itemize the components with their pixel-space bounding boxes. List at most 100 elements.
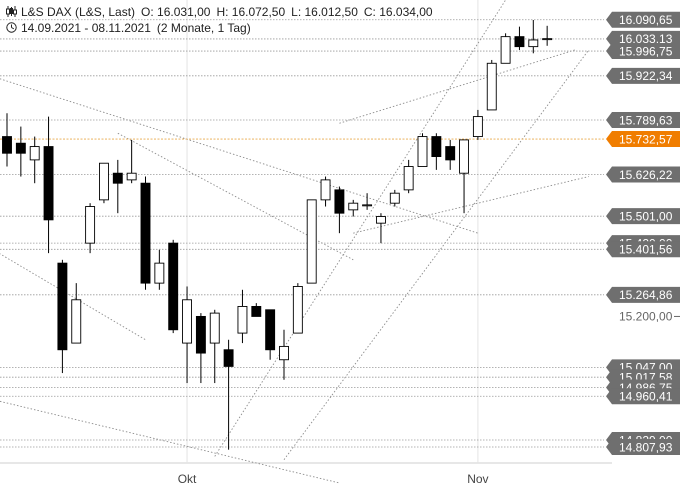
price-label-box <box>606 286 680 303</box>
candle-body <box>43 146 54 221</box>
candle-body <box>445 146 456 161</box>
price-label-text: 16.090,65 <box>619 13 673 27</box>
candle[interactable] <box>15 126 26 177</box>
candle-body <box>154 262 165 284</box>
candle[interactable] <box>29 136 40 184</box>
candle[interactable] <box>112 159 123 214</box>
price-label-box <box>606 241 680 258</box>
candle[interactable] <box>265 309 276 360</box>
date-range: 14.09.2021 - 08.11.2021 <box>21 21 151 35</box>
candle[interactable] <box>126 139 137 184</box>
candles[interactable] <box>2 19 553 450</box>
candle-body <box>57 262 68 351</box>
candle[interactable] <box>223 339 234 450</box>
candle-body <box>514 36 525 48</box>
candle[interactable] <box>209 309 220 384</box>
y-tick-label: 15.200,00 <box>619 309 673 323</box>
price-label-box <box>606 112 680 129</box>
price-level-label: 14.960,41 <box>606 388 680 405</box>
price-label-text: 15.996,75 <box>619 44 673 58</box>
price-label-box <box>606 388 680 405</box>
ohlc-high: H: 16.072,50 <box>216 5 286 19</box>
price-level-label: 16.033,13 <box>606 30 680 47</box>
price-label-text: 16.033,13 <box>619 32 673 46</box>
price-levels <box>0 19 604 448</box>
candle[interactable] <box>251 303 262 317</box>
candle[interactable] <box>514 26 525 50</box>
price-level-label: 15.922,34 <box>606 67 680 84</box>
price-level-label: 15.501,00 <box>606 208 680 225</box>
candle-body <box>459 139 469 174</box>
header-ohlc: L&S DAX (L&S, Last) O: 16.031,00 H: 16.072… <box>6 5 439 19</box>
candle[interactable] <box>43 116 54 254</box>
candle[interactable] <box>445 139 456 170</box>
candle-body <box>292 286 303 334</box>
candle[interactable] <box>71 283 82 344</box>
candle-body <box>265 309 276 351</box>
ohlc-open: O: 16.031,00 <box>141 5 211 19</box>
candle-body <box>320 179 331 201</box>
candle[interactable] <box>306 199 317 284</box>
candle[interactable] <box>334 186 345 234</box>
candle[interactable] <box>98 162 109 204</box>
candle-body <box>15 142 26 154</box>
candle[interactable] <box>168 239 179 334</box>
candle-body <box>98 162 109 201</box>
candle[interactable] <box>459 139 469 214</box>
current-price-label: 15.732,57 <box>606 131 680 148</box>
candle-body <box>168 242 179 331</box>
candle-body <box>126 172 137 181</box>
candle[interactable] <box>237 289 248 344</box>
candle[interactable] <box>57 259 68 374</box>
candle-body <box>528 39 539 48</box>
candle[interactable] <box>362 193 373 210</box>
candle[interactable] <box>2 113 12 167</box>
candle[interactable] <box>85 203 96 254</box>
candle[interactable] <box>417 133 428 167</box>
price-label-box <box>606 166 680 183</box>
price-label-text: 15.789,63 <box>619 113 673 127</box>
price-level-label: 16.090,65 <box>606 11 680 28</box>
candle[interactable] <box>472 109 483 140</box>
price-level-label: 14.807,93 <box>606 439 680 456</box>
candle-body <box>376 216 386 224</box>
candle[interactable] <box>403 159 414 194</box>
candle-body <box>417 136 428 167</box>
candle[interactable] <box>500 33 511 64</box>
candle[interactable] <box>542 25 553 46</box>
candle-body <box>500 36 511 64</box>
candle-body <box>237 305 248 334</box>
candle[interactable] <box>389 189 400 207</box>
candle-body <box>182 299 193 344</box>
candle[interactable] <box>279 329 289 380</box>
price-level-label: 15.996,75 <box>606 43 680 60</box>
candle[interactable] <box>320 176 331 207</box>
candle[interactable] <box>528 19 539 54</box>
candle[interactable] <box>140 176 151 290</box>
ohlc-close: C: 16.034,00 <box>363 5 433 19</box>
candle-body <box>542 38 553 41</box>
candle[interactable] <box>348 199 359 217</box>
candle[interactable] <box>292 283 303 334</box>
trendline <box>339 49 575 124</box>
trendline <box>117 132 354 261</box>
x-tick-label: Nov <box>467 472 488 486</box>
candle[interactable] <box>182 286 193 384</box>
price-label-text: 15.732,57 <box>619 132 673 146</box>
candle-body <box>29 146 40 161</box>
candle[interactable] <box>486 59 497 111</box>
candle-body <box>389 192 400 204</box>
candle[interactable] <box>154 249 165 290</box>
header-range: 14.09.2021 - 08.11.2021 (2 Monate, 1 Tag) <box>6 21 257 35</box>
trendline <box>353 176 589 234</box>
candle[interactable] <box>431 133 442 170</box>
price-label-text: 15.626,22 <box>619 168 673 182</box>
price-level-label: 15.401,56 <box>606 241 680 258</box>
candle[interactable] <box>376 213 386 244</box>
candlestick-icon <box>6 6 17 17</box>
candle-body <box>348 202 359 211</box>
price-label-text: 15.922,34 <box>619 69 673 83</box>
candle-body <box>251 305 262 317</box>
candle[interactable] <box>195 313 206 384</box>
